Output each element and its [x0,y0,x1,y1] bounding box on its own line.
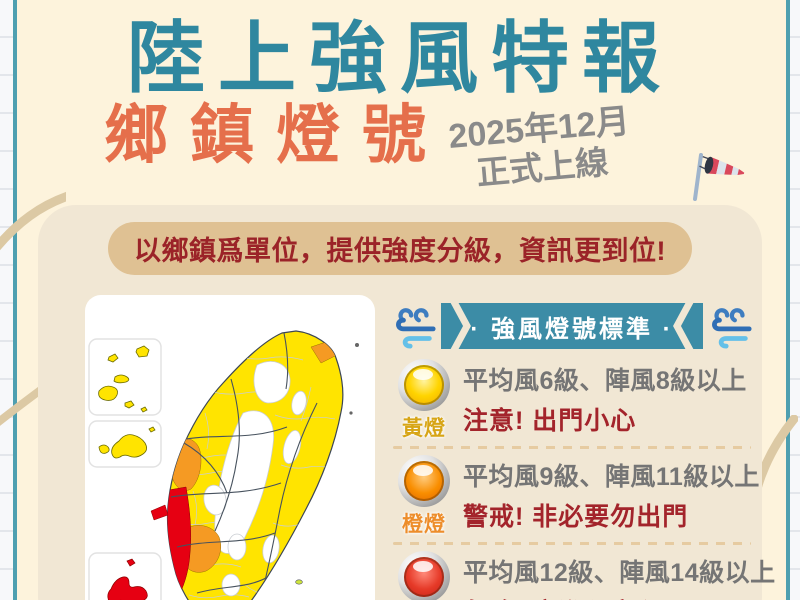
yellow-light-label: 黃燈 [402,417,446,440]
standards-ribbon: · 強風燈號標準 · [441,303,703,349]
notebook-rule-right [786,0,790,600]
islet-dot-e [349,411,353,415]
windsock-icon [693,153,745,201]
standard-row-yellow: 黃燈 平均風6級、陣風8級以上 注意! 出門小心 [391,359,753,442]
info-card: 以鄉鎮爲單位，提供強度分級，資訊更到位! [38,205,775,600]
wind-gust-icon-right [712,308,752,349]
taiwan-wind-map-panel [85,295,375,600]
orange-advice: 警戒! 非必要勿出門 [463,503,689,531]
red-row-text: 平均風12級、陣風14級以上 危險! 應進入室內 [463,551,776,600]
wind-gust-icon-left [396,308,436,349]
notebook-edge-right [790,0,800,600]
orange-row-text: 平均風9級、陣風11級以上 警戒! 非必要勿出門 [463,455,760,533]
standards-heading: · 強風燈號標準 · [470,315,674,343]
map-inset-kinmen [88,552,162,600]
islet-dot-ne [355,343,359,347]
standards-rows: 黃燈 平均風6級、陣風8級以上 注意! 出門小心 橙燈 平均風9級、陣風11級以… [391,359,775,600]
yellow-advice: 注意! 出門小心 [463,407,637,435]
ribbon-shape [441,303,703,349]
tagline-banner: 以鄉鎮爲單位，提供強度分級，資訊更到位! [108,222,692,275]
standards-column: · 強風燈號標準 · 黃燈 平均風6級、陣風8級以上 注意 [391,302,775,600]
subtitle-row: 鄉鎮燈號 2025年12月 正式上線 [104,99,631,192]
red-criteria: 平均風12級、陣風14級以上 [463,559,776,587]
yellow-row-text: 平均風6級、陣風8級以上 注意! 出門小心 [463,359,747,437]
taiwan-choropleth-map [88,330,359,600]
yellow-criteria: 平均風6級、陣風8級以上 [463,367,747,395]
red-light-wrap: 紅燈 [391,551,457,600]
tagline-text: 以鄉鎮爲單位，提供強度分級，資訊更到位! [134,236,666,266]
map-inset-north-islands [88,338,162,416]
orange-light-icon [404,461,444,501]
standard-row-red: 紅燈 平均風12級、陣風14級以上 危險! 應進入室內 [391,551,775,600]
row-separator [393,542,751,545]
standards-header-row: · 強風燈號標準 · [391,302,753,350]
notebook-edge-left [0,0,13,600]
page-title: 陸上強風特報 [126,14,673,102]
islet-green-island [295,579,303,585]
yellow-light-icon [404,365,444,405]
orange-criteria: 平均風9級、陣風11級以上 [463,463,760,491]
launch-date: 2025年12月 正式上線 [447,102,634,195]
red-light-icon [404,557,444,597]
orange-light-wrap: 橙燈 [391,455,457,538]
yellow-light-ring [398,359,450,411]
standard-row-orange: 橙燈 平均風9級、陣風11級以上 警戒! 非必要勿出門 [391,455,759,538]
yellow-light-wrap: 黃燈 [391,359,457,442]
map-inset-penghu [88,420,162,468]
notebook-rule-left [13,0,17,600]
page-subtitle: 鄉鎮燈號 [104,99,448,171]
orange-light-label: 橙燈 [402,513,446,536]
red-advice: 危險! 應進入室內 [463,593,776,600]
red-light-ring [398,551,450,600]
row-separator [393,446,751,449]
orange-light-ring [398,455,450,507]
